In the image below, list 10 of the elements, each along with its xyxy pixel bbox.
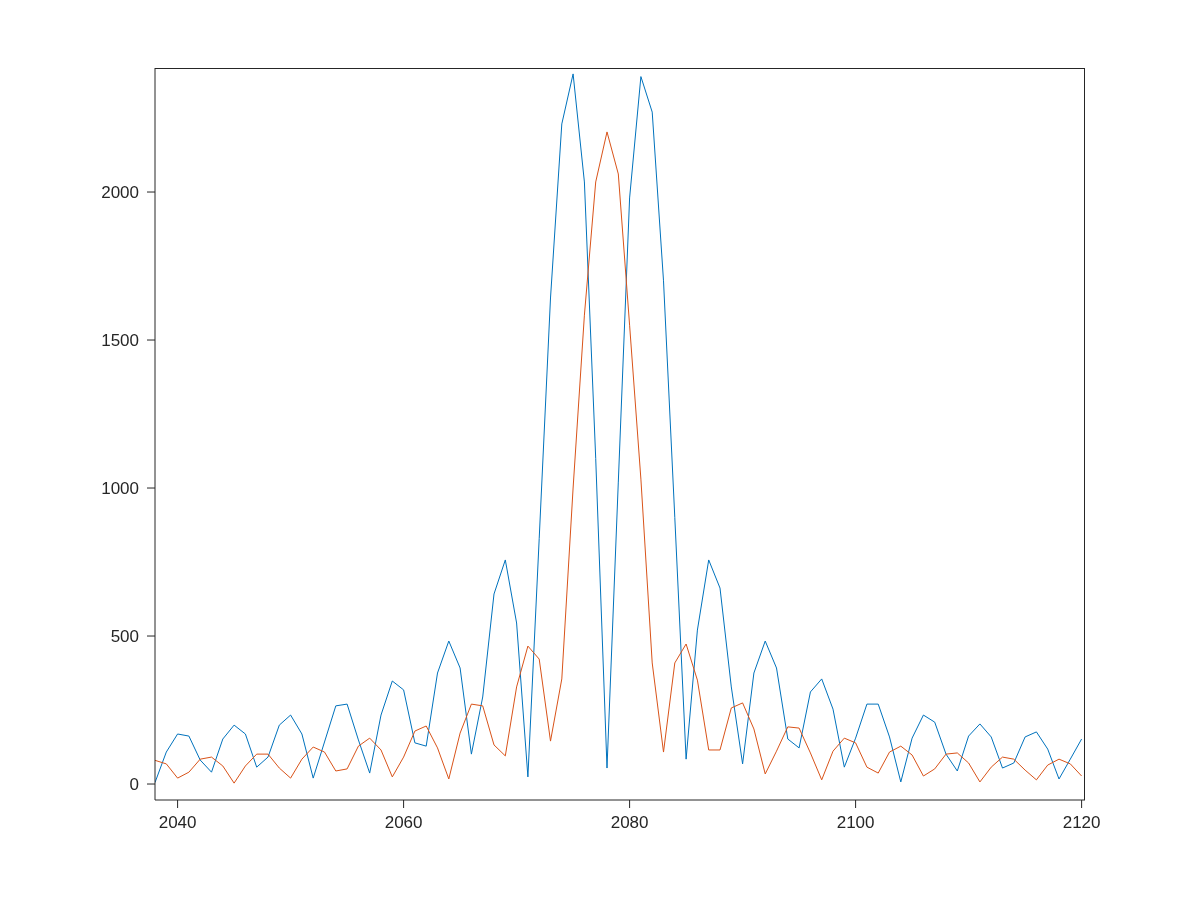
x-tick-label: 2080 [610, 813, 649, 833]
y-tick-label: 500 [110, 627, 139, 647]
x-tick-label: 2040 [158, 813, 197, 833]
x-tick-label: 2100 [836, 813, 875, 833]
y-tick-label: 0 [129, 775, 139, 795]
x-tick-label: 2060 [384, 813, 423, 833]
y-tick-label: 1500 [101, 331, 139, 351]
y-tick-label: 1000 [101, 479, 139, 499]
y-tick-label: 2000 [101, 183, 139, 203]
x-tick-label: 2120 [1062, 813, 1101, 833]
